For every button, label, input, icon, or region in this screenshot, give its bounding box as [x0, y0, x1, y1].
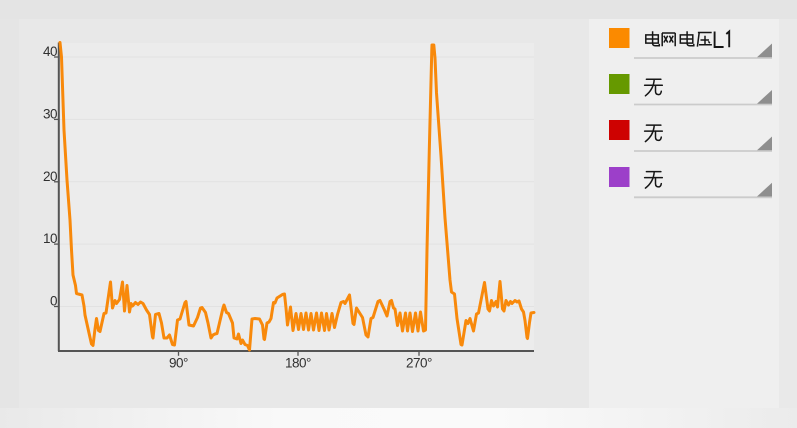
svg-text:30: 30 [43, 106, 57, 121]
svg-text:270°: 270° [406, 356, 432, 371]
svg-text:180°: 180° [285, 356, 311, 371]
svg-text:40: 40 [43, 44, 57, 59]
svg-text:10: 10 [43, 231, 57, 246]
svg-text:0: 0 [50, 294, 57, 309]
svg-text:20: 20 [43, 169, 57, 184]
svg-text:90°: 90° [169, 356, 188, 371]
